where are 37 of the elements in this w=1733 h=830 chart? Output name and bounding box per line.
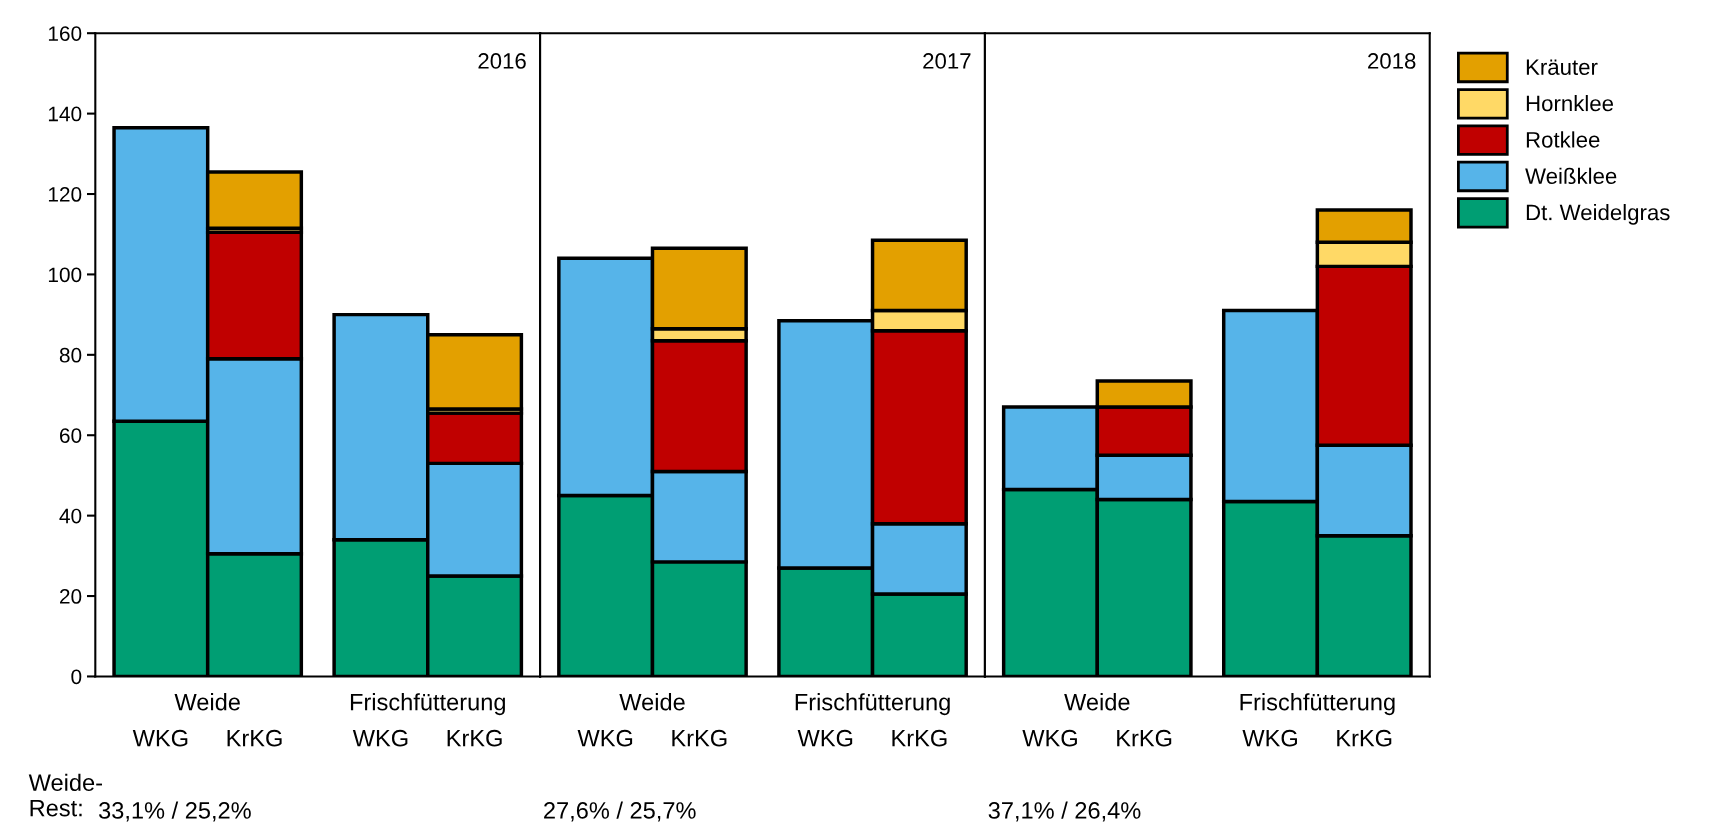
x-tick-label: KrKG	[447, 729, 502, 747]
x-tick-label: WKG	[132, 729, 188, 747]
x-tick-label: WKG	[797, 729, 853, 747]
x-tick-label: KrKG	[672, 729, 727, 747]
y-tick-label: 40	[59, 508, 82, 524]
y-tick-label: 80	[59, 347, 82, 363]
text: 2017	[923, 53, 971, 69]
y-tick-label: 100	[48, 267, 82, 283]
x-tick-label: KrKG	[1117, 729, 1172, 747]
text: 27,6% / 25,7%	[544, 801, 696, 822]
text: Frischfütterung	[795, 693, 950, 716]
legend-label: Hornklee	[1526, 94, 1613, 112]
text: 2016	[478, 53, 526, 69]
x-tick-label: WKG	[577, 729, 633, 747]
legend-label: Rotklee	[1526, 131, 1600, 148]
y-tick-label: 160	[48, 26, 82, 41]
text: 37,1% / 26,4%	[988, 801, 1141, 822]
y-tick-label: 20	[60, 589, 82, 604]
x-tick-label: KrKG	[1337, 729, 1392, 747]
y-tick-label: 140	[48, 106, 82, 122]
y-tick-label: 120	[48, 187, 82, 202]
x-tick-label: KrKG	[227, 729, 282, 747]
x-tick-label: WKG	[1242, 729, 1297, 747]
x-tick-label: WKG	[1022, 729, 1077, 747]
y-tick-label: 60	[60, 428, 82, 443]
x-tick-label: WKG	[352, 729, 408, 747]
legend-label: Kräuter	[1526, 59, 1598, 75]
legend-label: Dt. Weidelgras	[1526, 203, 1670, 225]
text: Frischfütterung	[1240, 693, 1395, 716]
text: 2018	[1368, 53, 1416, 69]
text: Weide	[619, 693, 685, 711]
text: Weide	[174, 693, 240, 711]
text: Weide	[1064, 693, 1130, 711]
text: Frischfütterung	[350, 693, 505, 716]
y-tick-label: 0	[71, 669, 82, 685]
x-tick-label: KrKG	[892, 729, 947, 747]
legend-label: Weißklee	[1525, 167, 1617, 184]
